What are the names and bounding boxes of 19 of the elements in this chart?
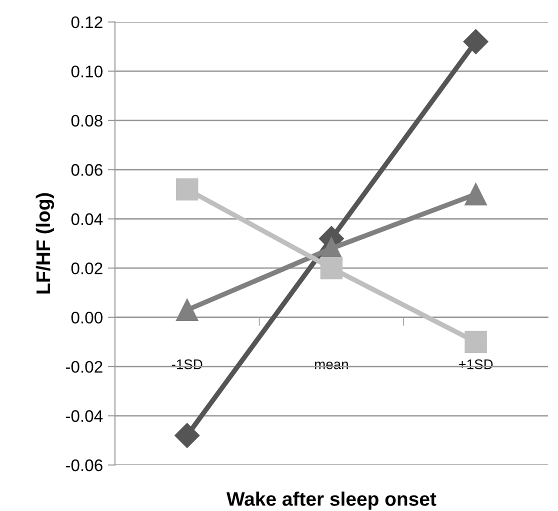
- x-axis-title: Wake after sleep onset: [226, 492, 436, 510]
- y-tick-label: 0.10: [71, 66, 102, 78]
- y-axis-title: LF/HF (log): [36, 193, 54, 294]
- y-tick-label: 0.12: [71, 16, 102, 28]
- point: [176, 178, 198, 200]
- y-tick-label: 0.02: [71, 262, 102, 274]
- point: [463, 29, 488, 54]
- y-tick-label: 0.06: [71, 164, 102, 176]
- point: [320, 256, 343, 280]
- y-tick-label: -0.02: [66, 360, 102, 373]
- y-tick-label: -0.06: [66, 459, 102, 472]
- y-tick-label: 0.00: [71, 312, 102, 324]
- point: [176, 298, 198, 322]
- point: [174, 422, 200, 448]
- point: [464, 330, 487, 354]
- point: [464, 183, 487, 206]
- y-tick-label: 0.08: [71, 114, 102, 127]
- y-tick-label: -0.04: [66, 410, 103, 422]
- y-tick-label: 0.04: [71, 213, 103, 226]
